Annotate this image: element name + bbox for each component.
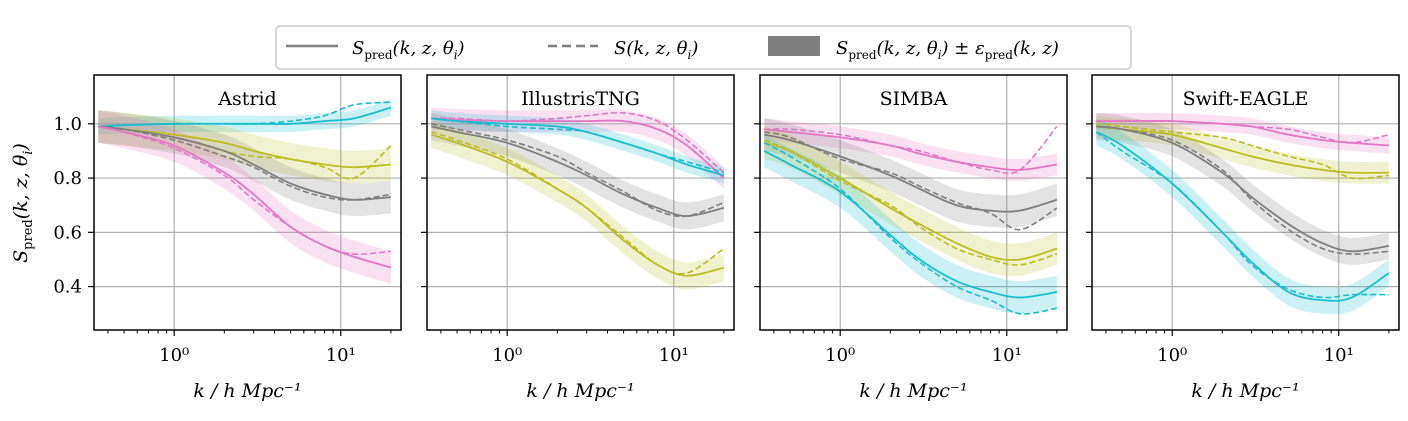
panel-title: SIMBA xyxy=(880,88,948,110)
x-tick-label: 10⁰ xyxy=(492,345,522,366)
legend-band-label: Spred(k, z, θi) ± εpred(k, z) xyxy=(836,38,1059,62)
panel-frame xyxy=(1091,74,1400,331)
panel-frame xyxy=(759,74,1068,331)
pred-line-gray xyxy=(1096,125,1390,253)
pred-line-olive xyxy=(1096,125,1389,174)
panel-data xyxy=(1095,112,1390,315)
pred-line-cyan xyxy=(1095,131,1390,302)
error-band-olive xyxy=(1096,115,1389,184)
y-tick-label: 0.6 xyxy=(53,222,82,243)
x-axis-label: k / h Mpc⁻¹ xyxy=(193,380,301,402)
legend: Spred(k, z, θi) S(k, z, θi) Spred(k, z, … xyxy=(275,25,1132,70)
error-band-pink xyxy=(98,110,391,284)
y-tick-label: 0.8 xyxy=(53,168,82,189)
error-band-olive xyxy=(431,121,724,290)
pred-line-olive xyxy=(763,141,1058,261)
pred-line-gray xyxy=(98,125,391,201)
pred-line-pink xyxy=(431,117,725,179)
error-band-pink xyxy=(1096,112,1389,154)
error-band-cyan xyxy=(98,99,391,135)
pred-line-gray xyxy=(431,125,725,217)
error-band-cyan xyxy=(431,110,724,184)
sim-line-gray xyxy=(764,131,1058,231)
pred-line-cyan xyxy=(98,106,392,128)
x-tick-label: 10⁰ xyxy=(825,345,855,366)
x-axis-label: k / h Mpc⁻¹ xyxy=(526,380,634,402)
sim-line-cyan xyxy=(763,142,1058,315)
x-tick-label: 10¹ xyxy=(992,345,1022,366)
y-tick-label: 1.0 xyxy=(53,114,82,135)
svg-text:Spred(k, z, θi): Spred(k, z, θi) xyxy=(10,143,36,263)
panel-simba: 10⁰ 10¹ SIMBA k / h Mpc⁻¹ xyxy=(754,74,1068,402)
legend-sim-label: S(k, z, θi) xyxy=(614,38,698,62)
sim-line-olive xyxy=(1096,123,1389,180)
panel-data xyxy=(763,118,1058,315)
svg-text:Spred(k, z, θi) ± εpred(k, z): Spred(k, z, θi) ± εpred(k, z) xyxy=(836,38,1059,62)
pred-line-pink xyxy=(98,125,392,269)
pred-line-cyan xyxy=(431,117,725,177)
panel-data xyxy=(98,99,392,284)
x-tick-label: 10⁰ xyxy=(1157,345,1187,366)
error-band-olive xyxy=(764,126,1057,277)
error-band-gray xyxy=(764,118,1057,228)
y-axis-label: Spred(k, z, θi) xyxy=(10,143,36,263)
panel-data xyxy=(430,107,725,290)
pred-line-olive xyxy=(430,133,725,277)
panel-astrid: 0.4 0.6 0.8 1.0 10⁰ 10¹ Astrid k / h Mpc⁻¹ xyxy=(53,74,402,402)
error-band-olive xyxy=(98,110,391,184)
sim-line-pink xyxy=(431,111,725,174)
pred-line-gray xyxy=(764,133,1058,213)
x-tick-label: 10¹ xyxy=(1324,345,1354,366)
panel-frame xyxy=(93,74,402,331)
pred-line-pink xyxy=(764,128,1058,171)
legend-frame xyxy=(275,25,1132,70)
x-tick-label: 10¹ xyxy=(659,345,689,366)
sim-line-cyan xyxy=(1095,131,1389,299)
panel-illustristng: 10⁰ 10¹ IllustrisTNG k / h Mpc⁻¹ xyxy=(421,74,735,402)
sim-line-gray xyxy=(431,123,725,218)
panel-title: Swift-EAGLE xyxy=(1183,88,1309,110)
x-tick-label: 10⁰ xyxy=(159,345,189,366)
panel-title: Astrid xyxy=(217,88,276,110)
x-axis-label: k / h Mpc⁻¹ xyxy=(859,380,967,402)
pred-line-cyan xyxy=(763,150,1058,299)
error-band-pink xyxy=(431,107,724,189)
x-axis-label: k / h Mpc⁻¹ xyxy=(1191,380,1299,402)
panel-frame xyxy=(426,74,735,331)
x-tick-label: 10¹ xyxy=(326,345,356,366)
panel-swift-eagle: 10⁰ 10¹ Swift-EAGLE k / h Mpc⁻¹ xyxy=(1086,74,1400,402)
pred-line-pink xyxy=(1096,120,1389,147)
legend-band-swatch xyxy=(768,36,820,56)
error-band-cyan xyxy=(1096,118,1389,315)
sim-line-pink xyxy=(764,126,1058,175)
svg-text:S(k, z, θi): S(k, z, θi) xyxy=(614,38,698,62)
panel-title: IllustrisTNG xyxy=(521,88,640,110)
y-tick-label: 0.4 xyxy=(53,277,82,298)
